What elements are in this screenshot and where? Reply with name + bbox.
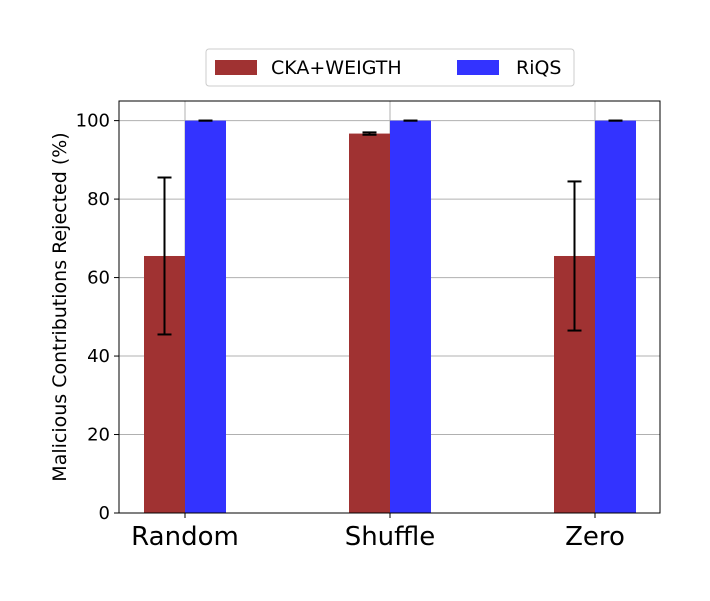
x-axis-ticks: Random Shuffle Zero [131, 513, 625, 552]
legend-label-riqs: RiQS [516, 57, 562, 79]
x-tick-label-random: Random [131, 522, 239, 552]
y-tick-label-60: 60 [87, 268, 110, 289]
y-axis-ticks: 0 20 40 60 80 100 [76, 111, 119, 524]
legend-label-cka-weigth: CKA+WEIGTH [271, 57, 402, 79]
legend-swatch-cka-weigth [215, 60, 257, 75]
bar-riqs-random [185, 120, 226, 513]
y-tick-label-100: 100 [76, 111, 110, 132]
legend-swatch-riqs [457, 60, 499, 75]
error-bar-cka-weigth-shuffle [362, 131, 377, 136]
y-axis-title: Malicious Contributions Rejected (%) [49, 132, 71, 481]
y-tick-label-20: 20 [87, 425, 110, 446]
x-tick-label-zero: Zero [565, 522, 625, 552]
error-bar-cka-weigth-zero [567, 180, 582, 332]
error-bars [157, 119, 623, 336]
y-tick-label-40: 40 [87, 346, 110, 367]
legend: CKA+WEIGTH RiQS [205, 48, 575, 87]
bar-cka-weigth-shuffle [349, 133, 390, 513]
legend-box [205, 48, 575, 87]
y-tick-label-80: 80 [87, 189, 110, 210]
bars [144, 120, 636, 513]
bar-riqs-zero [595, 120, 636, 513]
error-bar-cka-weigth-random [157, 176, 172, 336]
y-tick-label-0: 0 [99, 503, 110, 524]
bar-riqs-shuffle [390, 120, 431, 513]
x-tick-label-shuffle: Shuffle [345, 522, 436, 552]
